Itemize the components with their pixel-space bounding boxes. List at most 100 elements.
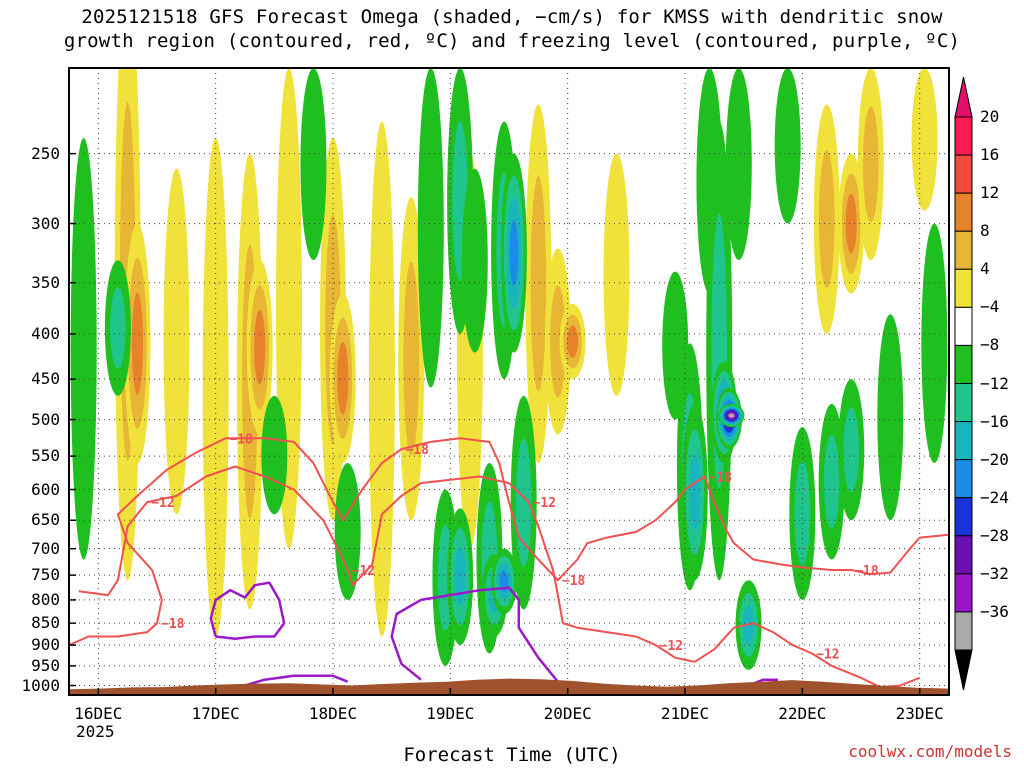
omega-cell bbox=[202, 137, 229, 637]
y-tick-label: 350 bbox=[31, 272, 60, 292]
omega-cell bbox=[515, 438, 532, 567]
colorbar-label: −4 bbox=[980, 297, 1000, 317]
x-tick-label: 18DEC bbox=[308, 704, 358, 723]
y-tick-label: 400 bbox=[31, 323, 60, 343]
terrain-fill bbox=[69, 678, 949, 695]
omega-cell bbox=[261, 395, 288, 515]
colorbar-segment bbox=[954, 611, 973, 651]
colorbar-label: −8 bbox=[980, 335, 1000, 355]
omega-cell bbox=[254, 309, 266, 385]
omega-cell bbox=[131, 291, 144, 395]
y-tick-label: 550 bbox=[31, 446, 60, 466]
colorbar-segment bbox=[954, 230, 973, 270]
chart-title-line-1: 2025121518 GFS Forecast Omega (shaded, −… bbox=[81, 6, 943, 28]
omega-cell bbox=[110, 287, 126, 369]
colorbar-label: −36 bbox=[980, 601, 1009, 621]
omega-cell bbox=[862, 106, 879, 222]
omega-cell bbox=[823, 435, 840, 529]
y-tick-label: 750 bbox=[31, 565, 60, 585]
y-tick-label: 850 bbox=[31, 613, 60, 633]
colorbar-segment bbox=[954, 116, 973, 156]
omega-cell bbox=[845, 193, 857, 254]
omega-cell bbox=[163, 168, 190, 515]
omega-cell bbox=[818, 150, 835, 289]
omega-cell bbox=[530, 176, 547, 392]
colorbar-label: −12 bbox=[980, 373, 1009, 393]
y-tick-label: 250 bbox=[31, 143, 60, 163]
omega-cell bbox=[461, 168, 488, 353]
contour-label: −18 bbox=[855, 564, 879, 579]
y-tick-label: 600 bbox=[31, 479, 60, 499]
colorbar-segment bbox=[954, 383, 973, 423]
omega-cell bbox=[911, 68, 938, 211]
x-tick-label: 23DEC bbox=[895, 704, 944, 723]
plot-frame bbox=[68, 67, 950, 696]
colorbar-label: 8 bbox=[980, 221, 990, 241]
omega-cell bbox=[334, 463, 361, 600]
contour-label: −12 bbox=[660, 639, 683, 654]
colorbar-label: 20 bbox=[980, 107, 1000, 126]
y-tick-label: 500 bbox=[31, 409, 60, 429]
contour-label: −12 bbox=[533, 496, 556, 511]
colorbar-segment bbox=[954, 497, 973, 537]
omega-cell bbox=[417, 68, 444, 388]
omega-cell bbox=[566, 325, 579, 358]
chart-title-line-2: growth region (contoured, red, ºC) and f… bbox=[63, 30, 961, 52]
colorbar-segment bbox=[954, 344, 973, 384]
colorbar-bottom-arrow bbox=[954, 649, 973, 691]
dgz-contour-minus18 bbox=[69, 437, 949, 647]
colorbar-label: 4 bbox=[980, 259, 990, 279]
colorbar-label: −20 bbox=[980, 449, 1009, 469]
omega-cell bbox=[689, 454, 701, 530]
omega-cell bbox=[843, 407, 860, 493]
omega-cell bbox=[70, 137, 97, 560]
colorbar-segment bbox=[954, 421, 973, 461]
contour-label: −18 bbox=[562, 574, 586, 589]
colorbar-segment bbox=[954, 306, 973, 346]
x-tick-label: 22DEC bbox=[778, 704, 827, 723]
contour-label: −18 bbox=[405, 443, 429, 458]
colorbar-segment bbox=[954, 192, 973, 232]
colorbar-segment bbox=[954, 573, 973, 613]
freezing-level-contour bbox=[244, 674, 349, 687]
omega-cell bbox=[728, 413, 735, 418]
x-axis-year-label: 2025 bbox=[76, 722, 115, 741]
colorbar-segment bbox=[954, 154, 973, 194]
y-tick-label: 650 bbox=[31, 510, 60, 530]
credit-link[interactable]: coolwx.com/models bbox=[848, 742, 1012, 761]
x-tick-label: 21DEC bbox=[660, 704, 710, 723]
colorbar-label: −16 bbox=[980, 411, 1009, 431]
x-tick-label: 16DEC bbox=[74, 704, 123, 723]
dgz-contour-minus12 bbox=[78, 465, 921, 689]
y-tick-label: 800 bbox=[31, 589, 60, 609]
omega-cell bbox=[550, 285, 566, 398]
omega-cell bbox=[509, 219, 519, 287]
y-tick-label: 950 bbox=[31, 655, 60, 675]
colorbar-label: −24 bbox=[980, 487, 1009, 507]
contour-label: −12 bbox=[352, 564, 375, 579]
colorbar-segment bbox=[954, 268, 973, 308]
colorbar-segment bbox=[954, 459, 973, 499]
omega-cell bbox=[877, 314, 904, 521]
x-axis-label: Forecast Time (UTC) bbox=[403, 744, 621, 766]
colorbar-segment bbox=[954, 535, 973, 575]
contour-label: −12 bbox=[816, 648, 839, 663]
x-tick-label: 19DEC bbox=[426, 704, 475, 723]
colorbar-label: 16 bbox=[980, 145, 1000, 165]
y-tick-label: 900 bbox=[31, 635, 60, 655]
omega-cell bbox=[603, 153, 630, 396]
omega-cell bbox=[774, 68, 801, 224]
colorbar-label: 12 bbox=[980, 183, 1000, 203]
freezing-level-contour bbox=[390, 586, 559, 683]
omega-cell bbox=[921, 223, 948, 464]
colorbar-label: −28 bbox=[980, 525, 1009, 545]
colorbar-label: −32 bbox=[980, 563, 1009, 583]
y-tick-label: 300 bbox=[31, 213, 60, 233]
y-tick-label: 450 bbox=[31, 369, 60, 389]
omega-cell bbox=[725, 68, 752, 261]
omega-cell bbox=[403, 261, 420, 456]
contour-label: −18 bbox=[709, 471, 733, 486]
y-tick-label: 700 bbox=[31, 538, 60, 558]
colorbar-top-arrow bbox=[954, 76, 973, 118]
